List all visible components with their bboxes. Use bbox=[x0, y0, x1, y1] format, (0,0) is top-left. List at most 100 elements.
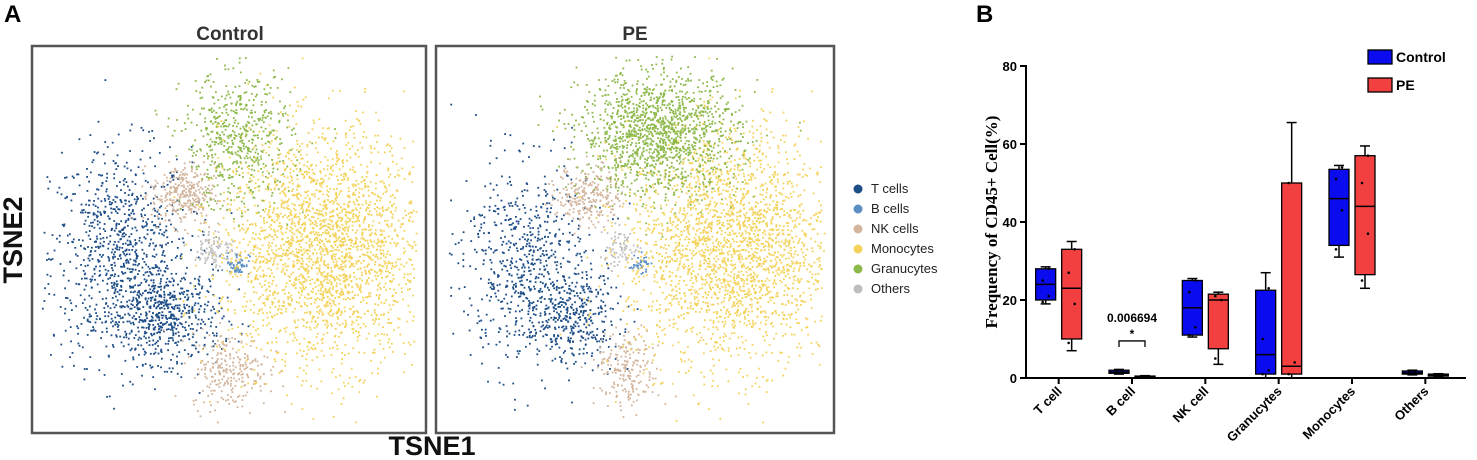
data-point bbox=[1073, 248, 1076, 251]
cluster-pe-b-cells-2 bbox=[628, 250, 653, 275]
data-point bbox=[1041, 279, 1044, 282]
box-body bbox=[1354, 155, 1376, 276]
data-point bbox=[1408, 372, 1411, 376]
cluster-control-t-cells-1 bbox=[64, 249, 250, 391]
y-tick-label-20: 20 bbox=[1003, 293, 1017, 308]
legend-marker-granucytes bbox=[853, 264, 863, 274]
data-point bbox=[1440, 373, 1443, 376]
tsne-pe-title: PE bbox=[622, 24, 647, 45]
significance-bracket bbox=[1118, 340, 1146, 347]
data-point bbox=[1408, 369, 1411, 373]
box-pe-others bbox=[1427, 372, 1449, 378]
cluster-pe-nk-cells-3 bbox=[544, 155, 625, 235]
cluster-control-nk-cells-3 bbox=[130, 161, 229, 235]
legend-label-others: Others bbox=[871, 281, 911, 296]
tsne-pe-frame bbox=[434, 44, 836, 435]
legend-marker-b-cells bbox=[853, 204, 863, 214]
tsne-x-axis-title: TSNE1 bbox=[388, 431, 475, 460]
data-point bbox=[1067, 271, 1070, 275]
box-body bbox=[1281, 182, 1303, 375]
x-tick-label-monocytes: Monocytes bbox=[1299, 384, 1358, 443]
legend-marker-t-cells bbox=[853, 184, 863, 194]
legend-label-b-cells: B cells bbox=[871, 201, 910, 216]
box-control-granucytes bbox=[1255, 271, 1277, 379]
p-value-label: 0.006694 bbox=[1107, 311, 1157, 325]
box-control-others bbox=[1401, 369, 1423, 376]
box-legend: Control PE bbox=[1367, 49, 1446, 93]
box-control-nk-cell bbox=[1181, 277, 1203, 338]
tsne-y-axis-title: TSNE2 bbox=[0, 196, 28, 283]
data-point bbox=[1146, 375, 1150, 378]
x-tick-label-t-cell: T cell bbox=[1031, 384, 1065, 418]
significance-star: * bbox=[1130, 327, 1135, 341]
legend-label-monocytes: Monocytes bbox=[871, 241, 934, 256]
data-point bbox=[1366, 154, 1370, 157]
x-tick-label-granucytes: Granucytes bbox=[1224, 384, 1285, 445]
data-point bbox=[1188, 290, 1191, 294]
legend-label-t-cells: T cells bbox=[871, 181, 909, 196]
cluster-pe-nk-cells-4 bbox=[580, 324, 677, 418]
data-point bbox=[1340, 166, 1344, 169]
data-point bbox=[1214, 294, 1217, 298]
data-point bbox=[1073, 302, 1076, 306]
panel-b-label: B bbox=[976, 1, 993, 28]
data-point bbox=[1267, 368, 1270, 372]
legend-marker-others bbox=[853, 284, 863, 294]
significance-b-cell: 0.006694 * bbox=[1107, 311, 1157, 347]
cluster-control-others-7 bbox=[183, 222, 237, 268]
legend-label-pe: PE bbox=[1396, 77, 1415, 93]
cluster-control-granucytes-6 bbox=[154, 57, 337, 238]
cluster-control-t-cells-0 bbox=[41, 79, 233, 410]
data-point bbox=[1340, 209, 1344, 212]
data-point bbox=[1261, 337, 1264, 341]
panel-a-label: A bbox=[4, 1, 21, 28]
box-body bbox=[1061, 248, 1083, 340]
data-point bbox=[1287, 181, 1290, 185]
data-point bbox=[1360, 279, 1364, 282]
x-tick-label-b-cell: B cell bbox=[1103, 384, 1138, 419]
cluster-control-monocytes-5 bbox=[173, 57, 418, 424]
tsne-pe-points bbox=[448, 55, 826, 424]
x-tick-label-nk-cell: NK cell bbox=[1170, 384, 1212, 426]
cluster-pe-t-cells-0 bbox=[448, 103, 631, 411]
y-tick-label-40: 40 bbox=[1003, 215, 1017, 230]
box-body bbox=[1207, 293, 1229, 350]
box-plot-area: 0.006694 * bbox=[1035, 121, 1449, 379]
data-point bbox=[1267, 287, 1270, 290]
data-point bbox=[1414, 371, 1417, 375]
data-point bbox=[1293, 361, 1296, 364]
legend-label-granucytes: Granucytes bbox=[871, 261, 938, 276]
tsne-control-points bbox=[41, 57, 418, 424]
tsne-legend: T cells B cells NK cells Monocytes Granucyte… bbox=[853, 181, 938, 296]
data-point bbox=[1114, 368, 1118, 372]
data-point bbox=[1047, 294, 1050, 298]
cluster-control-nk-cells-4 bbox=[163, 322, 286, 424]
data-point bbox=[1047, 267, 1050, 271]
data-point bbox=[1434, 374, 1437, 378]
tsne-control-frame bbox=[30, 44, 428, 435]
data-point bbox=[1220, 298, 1223, 302]
box-pe-nk-cell bbox=[1207, 291, 1229, 366]
box-pe-granucytes bbox=[1281, 121, 1303, 379]
cluster-pe-granucytes-6 bbox=[537, 55, 802, 238]
x-tick-label-others: Others bbox=[1391, 384, 1431, 424]
cluster-pe-t-cells-1 bbox=[500, 217, 639, 382]
y-tick-label-0: 0 bbox=[1010, 371, 1017, 386]
box-control-t-cell bbox=[1035, 266, 1057, 305]
y-tick-label-80: 80 bbox=[1003, 59, 1017, 74]
data-point bbox=[1041, 300, 1044, 304]
y-tick-label-60: 60 bbox=[1003, 137, 1017, 152]
data-point bbox=[1334, 177, 1338, 181]
data-point bbox=[1067, 341, 1070, 345]
box-control-b-cell bbox=[1108, 368, 1130, 375]
box-body bbox=[1328, 168, 1350, 247]
data-point bbox=[1120, 370, 1124, 374]
data-point bbox=[1287, 372, 1290, 376]
cluster-pe-others-7 bbox=[600, 222, 642, 272]
legend-marker-nk-cells bbox=[853, 224, 863, 234]
data-point bbox=[1194, 326, 1197, 329]
data-point bbox=[1261, 372, 1264, 376]
legend-label-control: Control bbox=[1396, 49, 1446, 65]
box-body bbox=[1255, 289, 1277, 375]
